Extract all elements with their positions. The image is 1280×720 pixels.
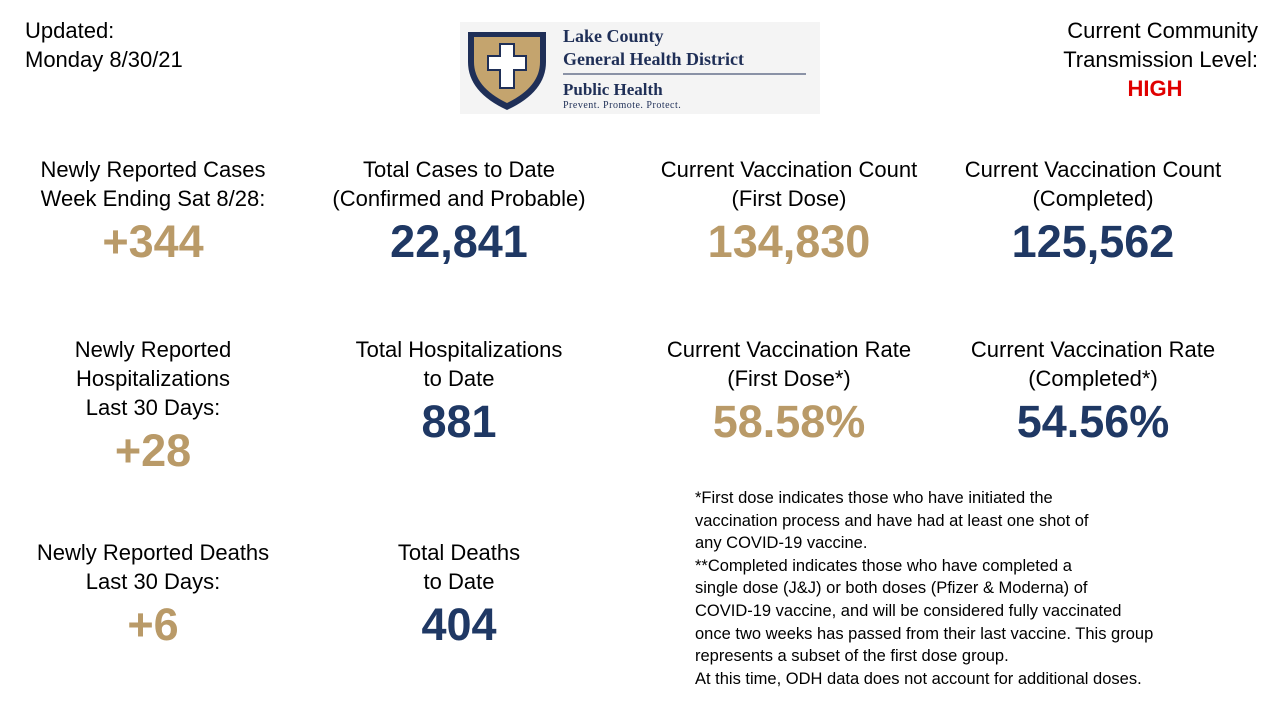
stat-label: Newly Reported Deaths	[36, 540, 270, 565]
footnote-line: vaccination process and have had at leas…	[695, 511, 1089, 530]
stat-value: +6	[127, 599, 179, 650]
footnote-line: **Completed indicates those who have com…	[695, 556, 1072, 575]
stat-label: Total Deaths	[397, 540, 521, 565]
stat-value: 125,562	[1011, 216, 1175, 267]
updated-date: Monday 8/30/21	[25, 47, 183, 72]
footnote-line: single dose (J&J) or both doses (Pfizer …	[695, 579, 1088, 598]
logo-tagline: Prevent. Promote. Protect.	[563, 100, 681, 111]
footnote-line: any COVID-19 vaccine.	[695, 534, 868, 553]
logo-brand: Public Health	[563, 80, 663, 99]
stat-label: Week Ending Sat 8/28:	[40, 186, 266, 211]
stat-label: Current Vaccination Count	[964, 157, 1222, 182]
stat-label: Hospitalizations	[75, 366, 231, 391]
transmission-label: Current Community	[1067, 18, 1258, 43]
stat-label: (Completed*)	[1028, 366, 1158, 391]
stat-value: 881	[421, 396, 497, 447]
transmission-level: HIGH	[1127, 76, 1183, 101]
stat-label: Last 30 Days:	[85, 395, 221, 420]
footnote-line: COVID-19 vaccine, and will be considered…	[695, 602, 1122, 620]
stat-label: Last 30 Days:	[85, 569, 221, 594]
stat-label: to Date	[423, 366, 495, 391]
logo-name: Lake County	[563, 26, 664, 46]
stat-label: (First Dose*)	[727, 366, 851, 391]
stat-label: Total Cases to Date	[363, 157, 555, 182]
transmission-label: Transmission Level:	[1063, 47, 1258, 72]
stat-value: +344	[102, 216, 204, 267]
stat-value: 404	[421, 599, 497, 650]
stat-label: Current Vaccination Rate	[970, 337, 1216, 362]
stat-value: 54.56%	[1016, 396, 1170, 447]
stat-label: Total Hospitalizations	[355, 337, 563, 362]
footnote-line: once two weeks has passed from their las…	[695, 624, 1154, 643]
stat-label: to Date	[423, 569, 495, 594]
stat-value: +28	[114, 425, 192, 476]
logo: Lake County General Health District Publ…	[460, 22, 820, 114]
footnote-line: At this time, ODH data does not account …	[695, 669, 1142, 688]
stat-label: (Completed)	[1032, 186, 1154, 211]
footnote-line: represents a subset of the first dose gr…	[695, 647, 1009, 666]
stat-label: Newly Reported Cases	[40, 157, 266, 182]
stat-label: (First Dose)	[731, 186, 847, 211]
stat-label: Current Vaccination Count	[660, 157, 918, 182]
stat-label: Current Vaccination Rate	[666, 337, 912, 362]
cross	[487, 43, 527, 89]
footnote-line: *First dose indicates those who have ini…	[695, 489, 1053, 507]
stat-value: 22,841	[390, 216, 528, 267]
updated-label: Updated:	[25, 18, 115, 43]
logo-name: General Health District	[563, 49, 744, 69]
stat-value: 134,830	[707, 216, 871, 267]
stat-label: (Confirmed and Probable)	[332, 186, 586, 211]
stat-value: 58.58%	[712, 396, 866, 447]
stat-label: Newly Reported	[74, 337, 232, 362]
